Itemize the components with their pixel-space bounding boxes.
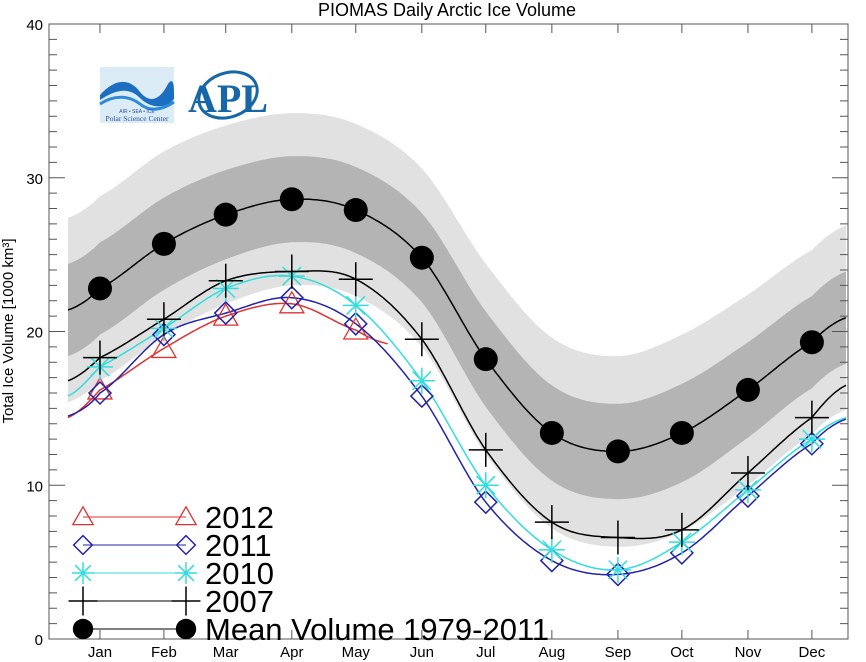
one-sd-band bbox=[68, 156, 846, 500]
legend-marker-diamond bbox=[72, 534, 94, 556]
legend-label: Mean Volume 1979-2011 bbox=[205, 612, 549, 647]
data-point-diamond bbox=[799, 431, 824, 456]
data-point-diamond bbox=[87, 380, 113, 406]
data-point-diamond bbox=[735, 483, 761, 509]
data-point-diamond bbox=[279, 285, 304, 310]
series-line-triangle bbox=[67, 302, 388, 419]
data-point-filled-circle bbox=[799, 330, 824, 355]
legend-marker-diamond bbox=[175, 534, 197, 556]
legend-marker-asterisk bbox=[71, 561, 95, 585]
data-point-filled-circle bbox=[539, 420, 564, 445]
apl-logo-text: APL bbox=[188, 76, 268, 121]
legend-marker-plus bbox=[68, 586, 98, 616]
legend-marker-triangle bbox=[174, 505, 198, 526]
data-point-diamond bbox=[409, 384, 434, 409]
series-line-filled-circle bbox=[67, 198, 847, 453]
data-point-filled-circle bbox=[473, 347, 498, 372]
legend-label: 2007 bbox=[205, 584, 274, 619]
series-line-plus bbox=[67, 270, 847, 540]
data-point-diamond bbox=[213, 300, 238, 326]
legend-marker-asterisk bbox=[174, 561, 198, 585]
data-point-filled-circle bbox=[279, 187, 304, 212]
data-point-plus bbox=[794, 400, 829, 435]
series-line-asterisk bbox=[67, 274, 847, 571]
y-tick-label: 40 bbox=[26, 17, 43, 34]
data-point-triangle bbox=[212, 302, 239, 326]
x-tick-label: Oct bbox=[670, 644, 694, 661]
y-tick-label: 10 bbox=[26, 478, 43, 495]
legend-marker-filled-circle bbox=[72, 618, 94, 640]
apl-logo: APL bbox=[188, 70, 268, 121]
data-point-asterisk bbox=[408, 367, 435, 394]
x-tick-label: Apr bbox=[280, 644, 303, 661]
data-point-asterisk bbox=[798, 426, 825, 453]
x-tick-label: May bbox=[342, 644, 371, 661]
psc-logo-subtext: AIR • SEA • ICE bbox=[119, 109, 155, 115]
data-point-filled-circle bbox=[213, 202, 238, 227]
data-point-plus bbox=[600, 520, 635, 555]
y-tick-label: 20 bbox=[26, 325, 43, 342]
x-tick-label: Jan bbox=[88, 644, 112, 661]
series-line-diamond bbox=[67, 296, 847, 576]
y-axis-label: Total Ice Volume [1000 km³] bbox=[0, 238, 17, 423]
x-tick-label: Feb bbox=[151, 644, 177, 661]
data-point-triangle bbox=[150, 335, 178, 359]
series-markers bbox=[82, 187, 829, 587]
x-tick-label: Dec bbox=[799, 644, 826, 661]
data-point-diamond bbox=[151, 322, 176, 347]
data-point-plus bbox=[146, 302, 181, 337]
y-tick-label: 30 bbox=[26, 171, 43, 188]
chart-title: PIOMAS Daily Arctic Ice Volume bbox=[318, 0, 576, 20]
psc-logo-text: Polar Science Center bbox=[106, 114, 169, 123]
x-tick-label: Mar bbox=[213, 644, 239, 661]
y-tick-label: 0 bbox=[35, 632, 43, 649]
legend-marker-filled-circle bbox=[175, 618, 197, 640]
data-point-filled-circle bbox=[409, 245, 434, 270]
x-tick-label: Sep bbox=[605, 644, 632, 661]
std-bands bbox=[68, 113, 846, 547]
data-point-plus bbox=[404, 322, 439, 357]
data-point-asterisk bbox=[342, 292, 369, 319]
data-point-filled-circle bbox=[669, 420, 694, 445]
x-tick-label: Nov bbox=[735, 644, 762, 661]
data-point-plus bbox=[534, 505, 569, 540]
data-point-filled-circle bbox=[735, 377, 760, 402]
logos: AIR • SEA • ICE Polar Science Center APL bbox=[99, 67, 268, 123]
legend-label: 2012 bbox=[205, 500, 274, 535]
data-point-filled-circle bbox=[151, 231, 176, 256]
data-point-asterisk bbox=[604, 556, 631, 583]
x-tick-label: Aug bbox=[539, 644, 566, 661]
data-point-filled-circle bbox=[343, 198, 368, 223]
data-point-plus bbox=[338, 262, 373, 297]
data-point-plus bbox=[730, 455, 765, 490]
data-point-plus bbox=[208, 263, 243, 298]
data-point-diamond bbox=[343, 311, 368, 336]
data-point-plus bbox=[82, 340, 117, 375]
polar-science-center-logo: AIR • SEA • ICE Polar Science Center bbox=[99, 67, 175, 123]
series-lines bbox=[67, 198, 847, 576]
x-tick-label: Jul bbox=[476, 644, 495, 661]
data-point-asterisk bbox=[472, 472, 499, 499]
legend-label: 2010 bbox=[205, 556, 274, 591]
data-point-diamond bbox=[473, 490, 498, 515]
data-point-asterisk bbox=[538, 536, 565, 563]
legend-marker-plus bbox=[171, 586, 201, 616]
data-point-diamond bbox=[605, 562, 630, 587]
x-tick-label: Jun bbox=[410, 644, 434, 661]
data-point-plus bbox=[274, 254, 309, 289]
legend-label: 2011 bbox=[205, 528, 272, 563]
axes: 0 10 20 30 40 Jan Feb Mar Apr May Jun Jul Aug Sep Oct N… bbox=[26, 17, 849, 661]
data-point-plus bbox=[664, 512, 699, 547]
legend-marker-triangle bbox=[71, 505, 95, 526]
data-point-plus bbox=[468, 432, 503, 467]
data-point-filled-circle bbox=[605, 439, 630, 464]
data-point-filled-circle bbox=[87, 276, 112, 301]
